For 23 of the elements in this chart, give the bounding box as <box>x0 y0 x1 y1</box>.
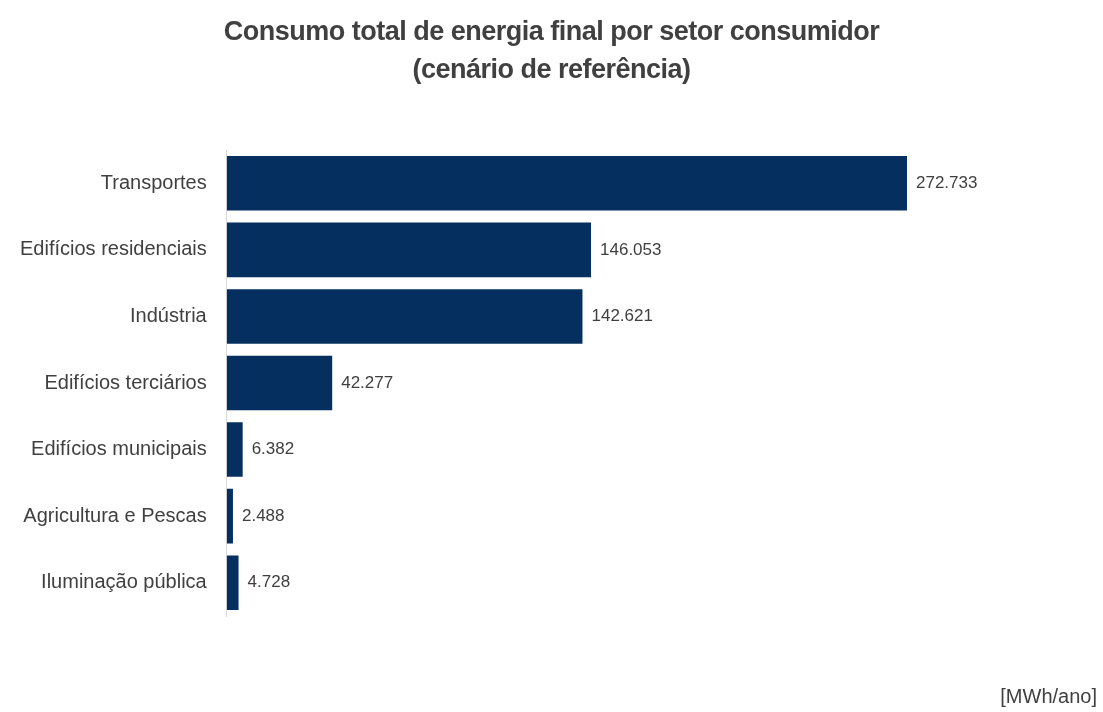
data-label: 4.728 <box>247 572 291 592</box>
bar <box>226 422 243 477</box>
bar <box>226 488 233 544</box>
chart-title: Consumo total de energia final por setor consumidor (cenário de referência) <box>222 15 881 86</box>
bar <box>226 155 907 211</box>
data-label: 272.733 <box>915 172 978 192</box>
bar <box>226 289 583 344</box>
text: [MWh/ano] <box>1000 685 1097 708</box>
data-label: 2.488 <box>241 505 285 525</box>
y-tick-label: Agricultura e Pescas <box>23 503 207 526</box>
y-tick-label: Edifícios municipais <box>31 437 207 460</box>
y-tick-label: Indústria <box>130 303 208 326</box>
bar <box>226 222 592 278</box>
y-tick-label: Transportes <box>100 170 207 193</box>
bar <box>226 555 239 611</box>
data-label: 42.277 <box>341 372 394 392</box>
y-tick-label: Iluminação pública <box>41 570 208 593</box>
data-label: 142.621 <box>591 306 653 326</box>
data-label: 146.053 <box>600 239 662 259</box>
data-label: 6.382 <box>251 439 295 459</box>
y-tick-label: Edifícios terciários <box>44 370 207 393</box>
y-tick-label: Edifícios residenciais <box>20 237 207 260</box>
bar <box>226 355 333 411</box>
